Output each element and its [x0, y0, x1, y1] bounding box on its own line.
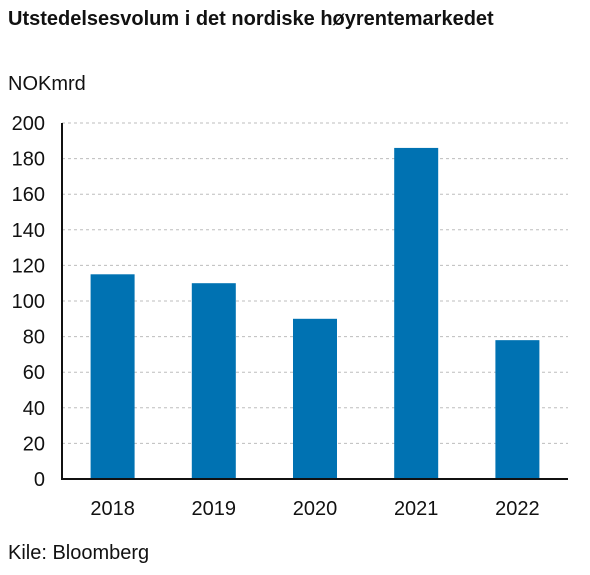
x-axis-ticks: 2018 2019 2020 2021 2022	[90, 498, 539, 520]
y-tick-label: 40	[23, 398, 45, 420]
bar-2021	[394, 147, 439, 480]
y-axis-unit-label: NOKmrd	[8, 73, 86, 95]
x-tick-label: 2020	[293, 498, 338, 520]
y-tick-label: 140	[12, 220, 45, 242]
gridlines	[62, 122, 568, 444]
y-tick-label: 80	[23, 327, 45, 349]
bar-2022	[495, 340, 540, 479]
bar-2020	[293, 318, 337, 479]
y-tick-label: 160	[12, 184, 45, 206]
x-tick-label: 2019	[192, 498, 237, 520]
y-tick-label: 200	[12, 113, 45, 135]
source-note: Kile: Bloomberg	[8, 542, 150, 564]
bar-2019	[191, 283, 236, 479]
x-tick-label: 2018	[90, 498, 135, 520]
bars	[90, 147, 540, 480]
y-tick-label: 180	[12, 149, 45, 171]
y-tick-label: 0	[34, 469, 45, 491]
y-tick-label: 60	[23, 362, 45, 384]
y-axis-ticks: 0 20 40 60 80 100 120 140 160 180 200	[12, 113, 45, 491]
x-tick-label: 2021	[394, 498, 439, 520]
x-tick-label: 2022	[495, 498, 540, 520]
y-tick-label: 20	[23, 433, 45, 455]
y-tick-label: 120	[12, 255, 45, 277]
bar-2018	[90, 274, 135, 479]
y-tick-label: 100	[12, 291, 45, 313]
chart-title: Utstedelsesvolum i det nordiske høyrente…	[8, 8, 494, 30]
